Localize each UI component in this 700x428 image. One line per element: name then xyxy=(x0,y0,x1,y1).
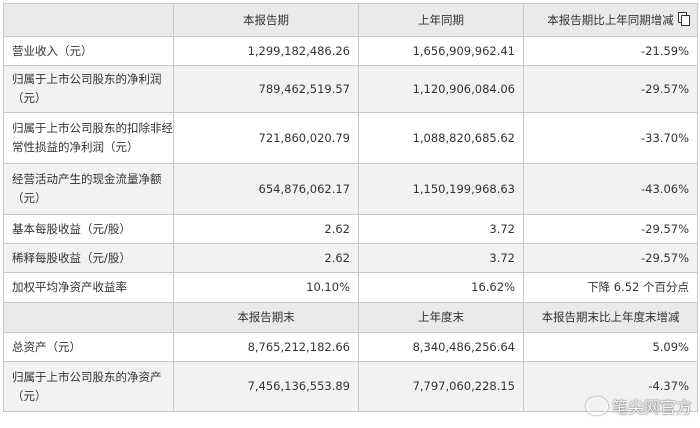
table-row: 营业收入（元） 1,299,182,486.26 1,656,909,962.41-… xyxy=(3,36,698,66)
column-header: 本报告期末 xyxy=(173,302,359,333)
header-empty-cell xyxy=(3,3,174,37)
value-cell: -43.06% xyxy=(523,163,698,215)
table-row: 归属于上市公司股东的净利润 （元） 789,462,519.57 1,120,906,… xyxy=(3,65,698,113)
value-cell: 3.72 xyxy=(358,243,524,273)
table-row: 归属于上市公司股东的净资产 （元） 7,456,136,553.89 7,797,06… xyxy=(3,361,698,412)
row-label-line: （元） xyxy=(12,388,47,403)
row-label-line: 营业收入（元） xyxy=(12,43,93,58)
value-cell: 8,340,486,256.64 xyxy=(358,332,524,362)
row-label: 基本每股收益（元/股） xyxy=(3,214,174,244)
row-label-line: 归属于上市公司股东的净利润 xyxy=(12,72,162,86)
row-label: 经营活动产生的现金流量净额 （元） xyxy=(3,163,174,215)
row-label: 加权平均净资产收益率 xyxy=(3,272,174,303)
value-cell: 1,088,820,685.62 xyxy=(358,112,524,164)
watermark-text: 笔尖网官方 xyxy=(611,398,692,417)
copy-icon[interactable] xyxy=(678,12,690,26)
row-label-line: （元） xyxy=(12,91,47,105)
column-header: 本报告期末比上年度末增减 xyxy=(523,302,698,333)
column-header: 上年同期 xyxy=(358,3,524,37)
value-cell: 1,150,199,968.63 xyxy=(358,163,524,215)
value-cell: 3.72 xyxy=(358,214,524,244)
row-label: 归属于上市公司股东的净资产 （元） xyxy=(3,361,174,412)
column-header: 本报告期比上年同期增减 xyxy=(523,3,698,37)
value-cell: -4.37% xyxy=(523,361,698,412)
row-label-line: 基本每股收益（元/股） xyxy=(12,221,131,236)
table-row: 基本每股收益（元/股） 2.62 3.72 -29.57% xyxy=(3,214,698,244)
value-cell: 2.62 xyxy=(173,243,359,273)
value-cell: 1,656,909,962.41 xyxy=(358,36,524,66)
row-label: 归属于上市公司股东的扣除非经 常性损益的净利润（元） xyxy=(3,112,174,164)
value-cell: 16.62% xyxy=(358,272,524,303)
row-label-line: 归属于上市公司股东的净资产 xyxy=(12,369,162,384)
weibo-icon xyxy=(585,397,608,415)
value-cell: -21.59% xyxy=(523,36,698,66)
value-cell: -29.57% xyxy=(523,243,698,273)
row-label-line: 稀释每股收益（元/股） xyxy=(12,250,131,265)
value-cell: -29.57% xyxy=(523,214,698,244)
financial-summary-table: 本报告期 上年同期 本报告期比上年同期增减营业收入（元） 1,299,182,486.… xyxy=(3,3,698,412)
column-header: 本报告期 xyxy=(173,3,359,37)
table-row: 总资产（元） 8,765,212,182.66 8,340,486,256.64 5.… xyxy=(3,332,698,362)
row-label: 归属于上市公司股东的净利润 （元） xyxy=(3,65,174,113)
table-row: 归属于上市公司股东的扣除非经 常性损益的净利润（元） 721,860,020.79 1… xyxy=(3,112,698,164)
value-cell: 5.09% xyxy=(523,332,698,362)
row-label-line: 常性损益的净利润（元） xyxy=(12,140,139,154)
table-row: 加权平均净资产收益率 10.10% 16.62% 下降 6.52 个百分点 xyxy=(3,272,698,303)
table-row: 稀释每股收益（元/股） 2.62 3.72 -29.57% xyxy=(3,243,698,273)
row-label-line: 经营活动产生的现金流量净额 xyxy=(12,172,162,186)
column-header-label: 本报告期比上年同期增减 xyxy=(547,12,674,27)
table-row: 经营活动产生的现金流量净额 （元） 654,876,062.17 1,150,199,… xyxy=(3,163,698,215)
value-cell: 下降 6.52 个百分点 xyxy=(523,272,698,303)
row-label-line: 总资产（元） xyxy=(12,339,81,354)
table-header-row: 本报告期末 上年度末 本报告期末比上年度末增减 xyxy=(3,302,698,333)
row-label: 总资产（元） xyxy=(3,332,174,362)
column-header: 上年度末 xyxy=(358,302,524,333)
value-cell: 654,876,062.17 xyxy=(173,163,359,215)
value-cell: -29.57% xyxy=(523,65,698,113)
value-cell: 7,456,136,553.89 xyxy=(173,361,359,412)
header-empty-cell xyxy=(3,302,174,333)
value-cell: 721,860,020.79 xyxy=(173,112,359,164)
row-label: 稀释每股收益（元/股） xyxy=(3,243,174,273)
value-cell: 10.10% xyxy=(173,272,359,303)
value-cell: -33.70% xyxy=(523,112,698,164)
row-label-line: 加权平均净资产收益率 xyxy=(12,280,127,294)
row-label-line: （元） xyxy=(12,191,47,205)
value-cell: 7,797,060,228.15 xyxy=(358,361,524,412)
value-cell: 789,462,519.57 xyxy=(173,65,359,113)
table-header-row: 本报告期 上年同期 本报告期比上年同期增减 xyxy=(3,3,698,37)
value-cell: 8,765,212,182.66 xyxy=(173,332,359,362)
value-cell: 1,299,182,486.26 xyxy=(173,36,359,66)
value-cell: 2.62 xyxy=(173,214,359,244)
value-cell: 1,120,906,084.06 xyxy=(358,65,524,113)
row-label-line: 归属于上市公司股东的扣除非经 xyxy=(12,121,173,135)
row-label: 营业收入（元） xyxy=(3,36,174,66)
watermark: 笔尖网官方 xyxy=(585,394,692,418)
